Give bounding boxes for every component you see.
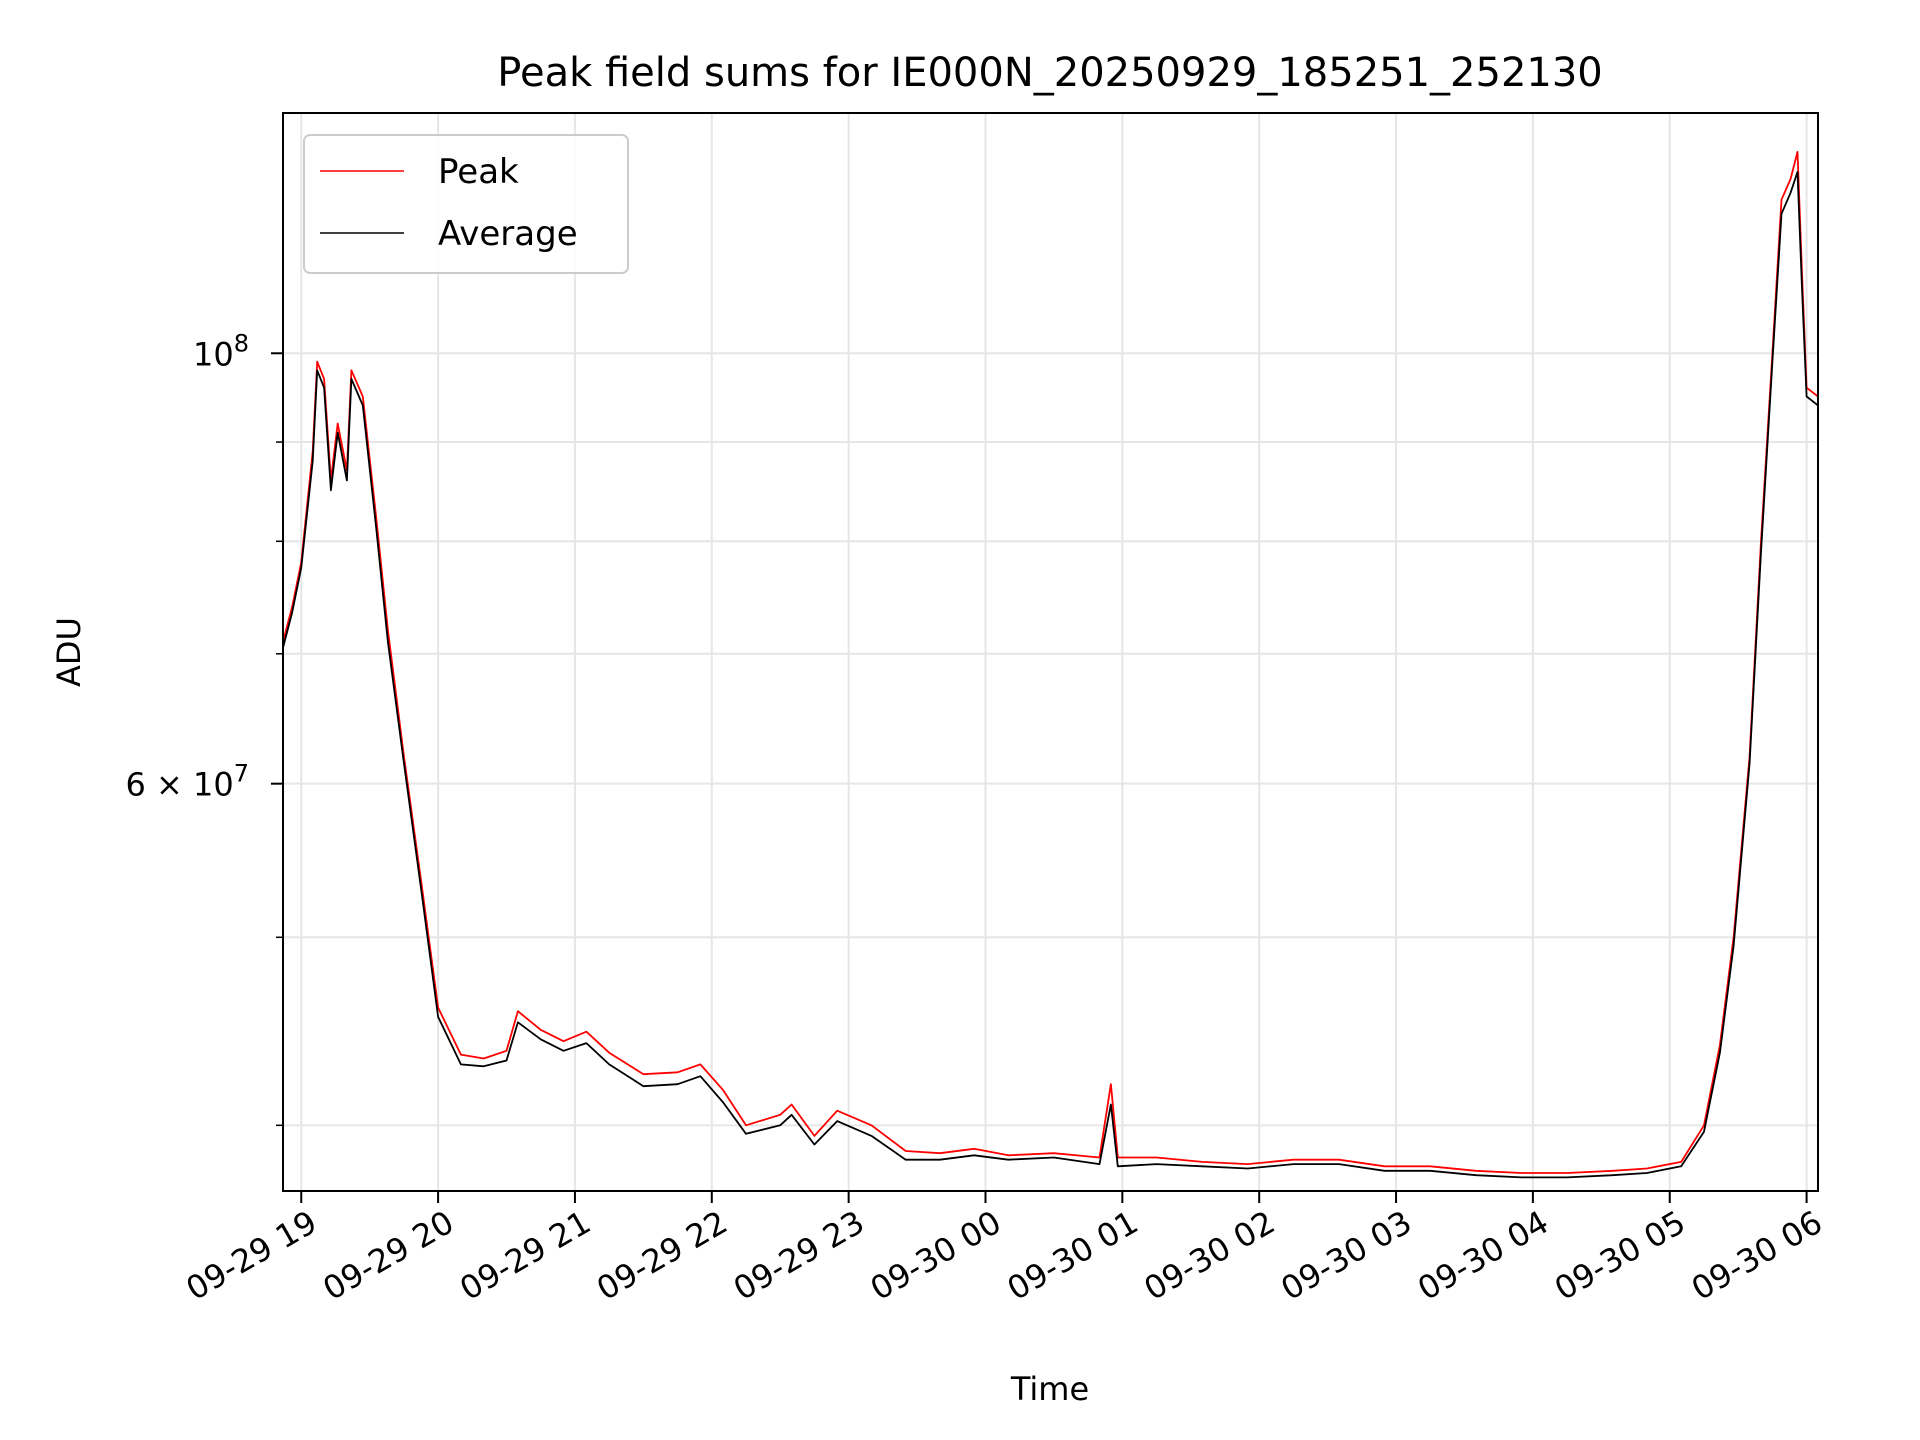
chart-title: Peak field sums for IE000N_20250929_1852…: [497, 50, 1602, 96]
y-tick-label: 108: [193, 329, 249, 373]
x-tick-label: 09-29 19: [180, 1203, 324, 1308]
y-tick-label: 6 × 107: [125, 760, 249, 804]
x-axis-label: Time: [1010, 1370, 1089, 1408]
series-line-peak: [282, 151, 1819, 1174]
y-axis: 108 6 × 107: [125, 329, 283, 1127]
grid: [283, 113, 1818, 1191]
x-tick-label: 09-30 01: [1001, 1203, 1145, 1308]
x-tick-label: 09-30 02: [1138, 1203, 1282, 1308]
legend-label-peak: Peak: [438, 152, 519, 192]
y-tick-base: 10: [193, 335, 234, 373]
x-tick-label: 09-29 21: [453, 1203, 597, 1308]
x-tick-label: 09-29 22: [590, 1203, 734, 1308]
x-tick-label: 09-30 03: [1274, 1203, 1418, 1308]
series-line-average: [282, 171, 1819, 1179]
x-tick-label: 09-30 05: [1548, 1203, 1692, 1308]
legend: Peak Average: [303, 134, 629, 274]
x-tick-label: 09-29 20: [316, 1203, 460, 1308]
y-tick-base: 6 × 10: [125, 766, 233, 804]
x-tick-label: 09-30 00: [864, 1203, 1008, 1308]
series-layer: [282, 151, 1819, 1179]
x-tick-label: 09-30 04: [1411, 1203, 1555, 1308]
y-axis-label: ADU: [50, 617, 88, 687]
x-tick-label: 09-29 23: [727, 1203, 871, 1308]
legend-label-average: Average: [438, 214, 578, 254]
y-tick-exponent: 7: [234, 760, 249, 788]
legend-box: [303, 134, 629, 274]
x-tick-label: 09-30 06: [1685, 1203, 1829, 1308]
y-tick-exponent: 8: [234, 329, 249, 357]
plot-frame: [282, 112, 1819, 1192]
